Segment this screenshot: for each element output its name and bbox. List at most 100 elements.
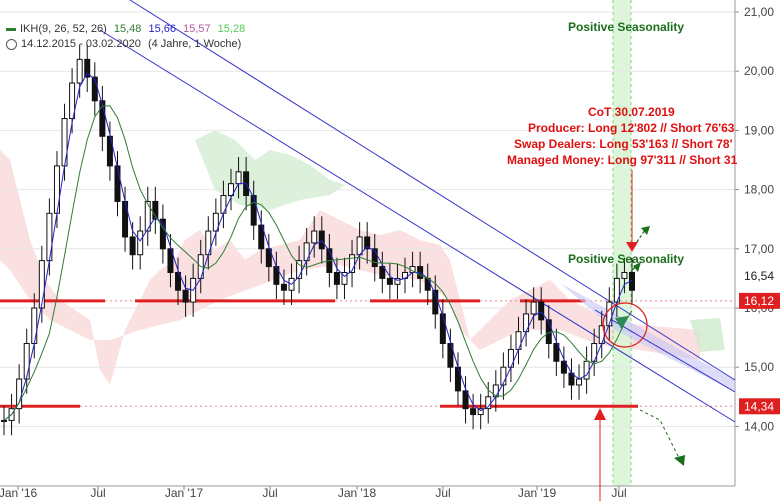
candle-body: [296, 260, 303, 279]
candle-body: [462, 390, 469, 410]
candle-body: [576, 378, 583, 386]
candle-body: [159, 218, 166, 250]
candle-body: [212, 212, 219, 232]
candle-body: [227, 183, 234, 197]
candle-body: [31, 307, 38, 345]
candle-body: [379, 266, 386, 279]
tenkan-line: [3, 72, 633, 421]
y-tick-label: 15,00: [744, 360, 774, 374]
candle-body: [258, 224, 265, 250]
x-tick-label: Jan '16: [0, 486, 37, 500]
cloud-bullish-forward: [690, 318, 725, 352]
x-tick-label: Jul: [435, 486, 450, 500]
candle-body: [507, 348, 514, 368]
y-tick-label: 18,00: [744, 183, 774, 197]
candle-body: [447, 343, 454, 368]
time-axis: Jan '16 Jul Jan '17 Jul Jan '18 Jul Jan '19 Jul: [0, 485, 735, 500]
x-tick-label: Jul: [262, 486, 277, 500]
candle-body: [167, 248, 174, 273]
candle-body: [114, 165, 121, 202]
down-arrow-icon: [626, 242, 638, 252]
candle-body: [477, 408, 484, 416]
breakout-circle: [602, 302, 648, 348]
cot-swap-dealers: Swap Dealers: Long 53'163 // Short 78': [514, 137, 733, 151]
candle-body: [235, 171, 242, 185]
candle-body: [144, 200, 151, 232]
candle-body: [356, 236, 363, 256]
trend-channel-fill: [560, 283, 735, 392]
candle-body: [46, 212, 53, 262]
candle-body: [333, 271, 340, 285]
candle-body: [349, 254, 356, 273]
candle-body: [591, 343, 598, 362]
chart-legend: IKH(9, 26, 52, 26) 15,48 15,66 15,57 15,…: [6, 22, 249, 52]
period-legend: 14.12.2015 - 03.02.2020 (4 Jahre, 1 Woch…: [6, 37, 249, 52]
price-label: 14,34: [744, 399, 774, 413]
price-label: 16,12: [744, 294, 774, 308]
cot-title: CoT 30.07.2019: [588, 105, 675, 119]
seasonality-label-top: Positive Seasonality: [568, 20, 685, 34]
breakout-arrow-icon: [615, 316, 628, 330]
y-tick-label: 19,00: [744, 123, 774, 137]
candle-body: [318, 230, 325, 250]
price-label-box: [739, 398, 780, 415]
legend-value-3: 15,57: [183, 23, 211, 35]
candle-body: [371, 248, 378, 268]
candle-body: [341, 271, 348, 285]
candle-body: [99, 100, 106, 137]
candle-body: [311, 230, 318, 244]
indicator-legend: IKH(9, 26, 52, 26) 15,48 15,66 15,57 15,…: [6, 22, 249, 37]
cot-producer: Producer: Long 12'802 // Short 76'63: [528, 121, 735, 135]
candle-body: [386, 277, 393, 285]
legend-value-4: 15,28: [217, 23, 246, 35]
candle-body: [538, 301, 545, 321]
candle-body: [76, 58, 83, 84]
y-tick-label: 17,00: [744, 242, 774, 256]
candle-body: [606, 301, 613, 327]
candle-body: [553, 343, 560, 362]
y-tick-label: 14,00: [744, 419, 774, 433]
candle-body: [61, 118, 68, 167]
annotation-marks: [594, 170, 685, 501]
price-candles: [1, 44, 635, 436]
candle-body: [424, 277, 431, 291]
seasonality-label-mid: Positive Seasonality: [568, 252, 685, 266]
clock-icon: [6, 38, 17, 50]
projection-up-line: [636, 229, 646, 243]
candle-body: [280, 283, 287, 291]
projection-short-arrow-icon: [633, 262, 641, 272]
up-arrow-icon: [594, 408, 606, 420]
candle-body: [69, 82, 76, 120]
candle-body: [152, 200, 159, 220]
candle-body: [182, 289, 189, 303]
trendline-long: [99, 29, 736, 423]
cot-managed-money: Managed Money: Long 97'311 // Short 31: [507, 153, 738, 167]
candle-body: [515, 331, 522, 350]
candle-body: [175, 271, 182, 291]
candle-body: [621, 271, 628, 279]
price-label-box: [739, 268, 780, 285]
projection-down-line: [639, 409, 681, 461]
seasonality-bands: [612, 0, 632, 486]
trendlines: [99, 0, 736, 423]
candle-body: [439, 313, 446, 345]
legend-line-icon: [6, 27, 16, 31]
seasonality-band: [613, 0, 631, 486]
candle-body: [16, 378, 23, 410]
candle-body: [1, 419, 7, 422]
candle-body: [500, 366, 507, 386]
candle-body: [53, 165, 60, 214]
period-span: (4 Jahre, 1 Woche): [147, 38, 242, 50]
candle-body: [530, 301, 537, 315]
price-label-box: [739, 292, 780, 309]
support-resistance-lines: [0, 299, 735, 408]
period-range: 14.12.2015 - 03.02.2020: [21, 38, 141, 50]
candle-body: [394, 277, 401, 285]
y-tick-label: 20,00: [744, 64, 774, 78]
candle-body: [129, 236, 136, 256]
projection-up-arrow-icon: [641, 226, 650, 235]
trendline-upper: [129, 0, 736, 381]
x-tick-label: Jul: [90, 486, 105, 500]
x-tick-label: Jan '17: [165, 486, 204, 500]
kijun-line: [3, 105, 633, 421]
